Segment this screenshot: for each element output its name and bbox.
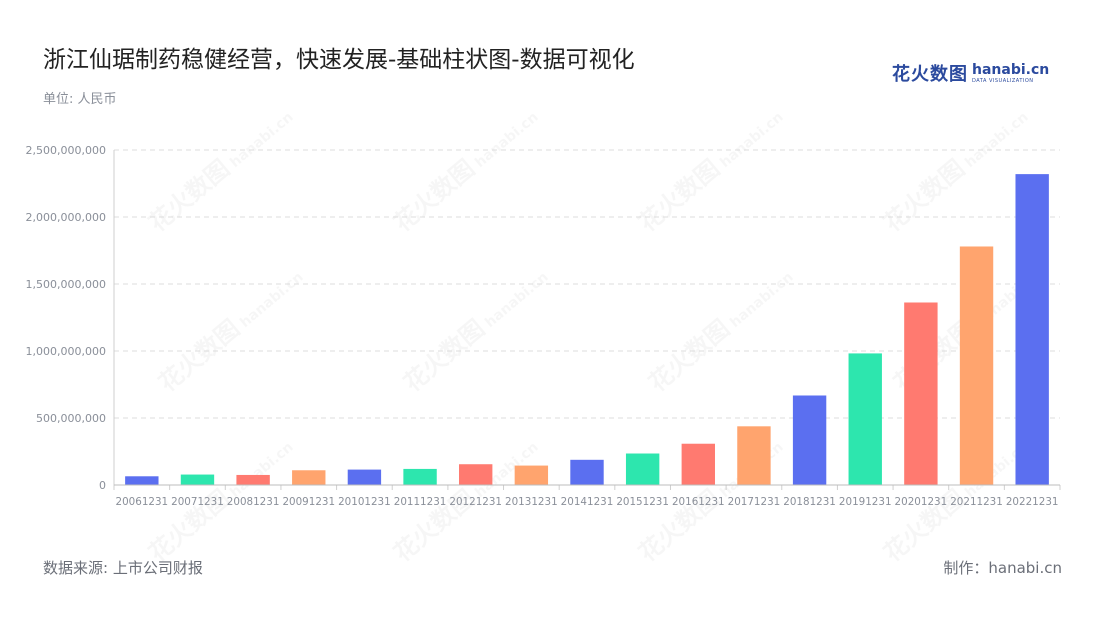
bar: [959, 246, 994, 485]
x-axis: 20061231 20071231 20081231 20091231 20101231…: [113, 484, 1061, 508]
bar: [625, 453, 660, 485]
x-tick-label: 20121231: [449, 495, 502, 508]
y-tick-label: 0: [99, 479, 106, 492]
chart-title: 浙江仙琚制药稳健经营，快速发展-基础柱状图-数据可视化: [43, 47, 635, 73]
y-tick-label: 500,000,000: [36, 412, 106, 425]
data-source: 数据来源: 上市公司财报: [43, 559, 203, 577]
bar: [403, 468, 437, 485]
bar: [180, 474, 215, 485]
unit-label: 单位: 人民币: [43, 92, 117, 107]
bar: [570, 459, 604, 485]
x-tick-label: 20061231: [116, 495, 169, 508]
bar: [1015, 174, 1049, 485]
bar-series: [125, 174, 1049, 485]
x-tick-label: 20091231: [282, 495, 335, 508]
y-tick-label: 2,500,000,000: [26, 144, 106, 157]
x-tick-label: 20141231: [561, 495, 614, 508]
logo-text-en-main: hanabi.cn: [972, 61, 1050, 78]
logo-text-cn: 花火数图: [892, 64, 968, 85]
x-tick-label: 20131231: [505, 495, 558, 508]
bar: [514, 465, 549, 485]
x-tick-label: 20111231: [394, 495, 447, 508]
bar: [236, 474, 270, 485]
brand-logo: 花火数图 hanabi.cn DATA VISUALIZATION: [892, 60, 1049, 86]
bar: [681, 443, 715, 485]
x-tick-label: 20151231: [616, 495, 669, 508]
x-tick-label: 20101231: [338, 495, 391, 508]
bar: [292, 470, 326, 485]
x-tick-label: 20171231: [728, 495, 781, 508]
x-tick-label: 20201231: [895, 495, 948, 508]
bar: [792, 395, 827, 485]
bar: [125, 476, 159, 485]
x-tick-label: 20211231: [950, 495, 1003, 508]
x-tick-label: 20071231: [171, 495, 224, 508]
y-tick-label: 2,000,000,000: [26, 211, 106, 224]
x-tick-label: 20081231: [227, 495, 280, 508]
bar: [459, 464, 493, 485]
x-tick-label: 20161231: [672, 495, 725, 508]
logo-text-en: hanabi.cn DATA VISUALIZATION: [972, 63, 1049, 84]
grid-lines: [114, 149, 1060, 419]
y-tick-label: 1,500,000,000: [26, 278, 106, 291]
bar: [347, 469, 382, 485]
x-tick-label: 20221231: [1006, 495, 1059, 508]
bar: [737, 426, 771, 485]
y-axis: 0 500,000,000 1,000,000,000 1,500,000,000 2,…: [26, 144, 115, 492]
bar: [848, 353, 882, 485]
x-tick-label: 20191231: [839, 495, 892, 508]
credit-label: 制作：hanabi.cn: [943, 559, 1062, 577]
x-tick-label: 20181231: [783, 495, 836, 508]
y-tick-label: 1,000,000,000: [26, 345, 106, 358]
bar: [904, 302, 938, 485]
logo-text-en-sub: DATA VISUALIZATION: [972, 77, 1034, 84]
